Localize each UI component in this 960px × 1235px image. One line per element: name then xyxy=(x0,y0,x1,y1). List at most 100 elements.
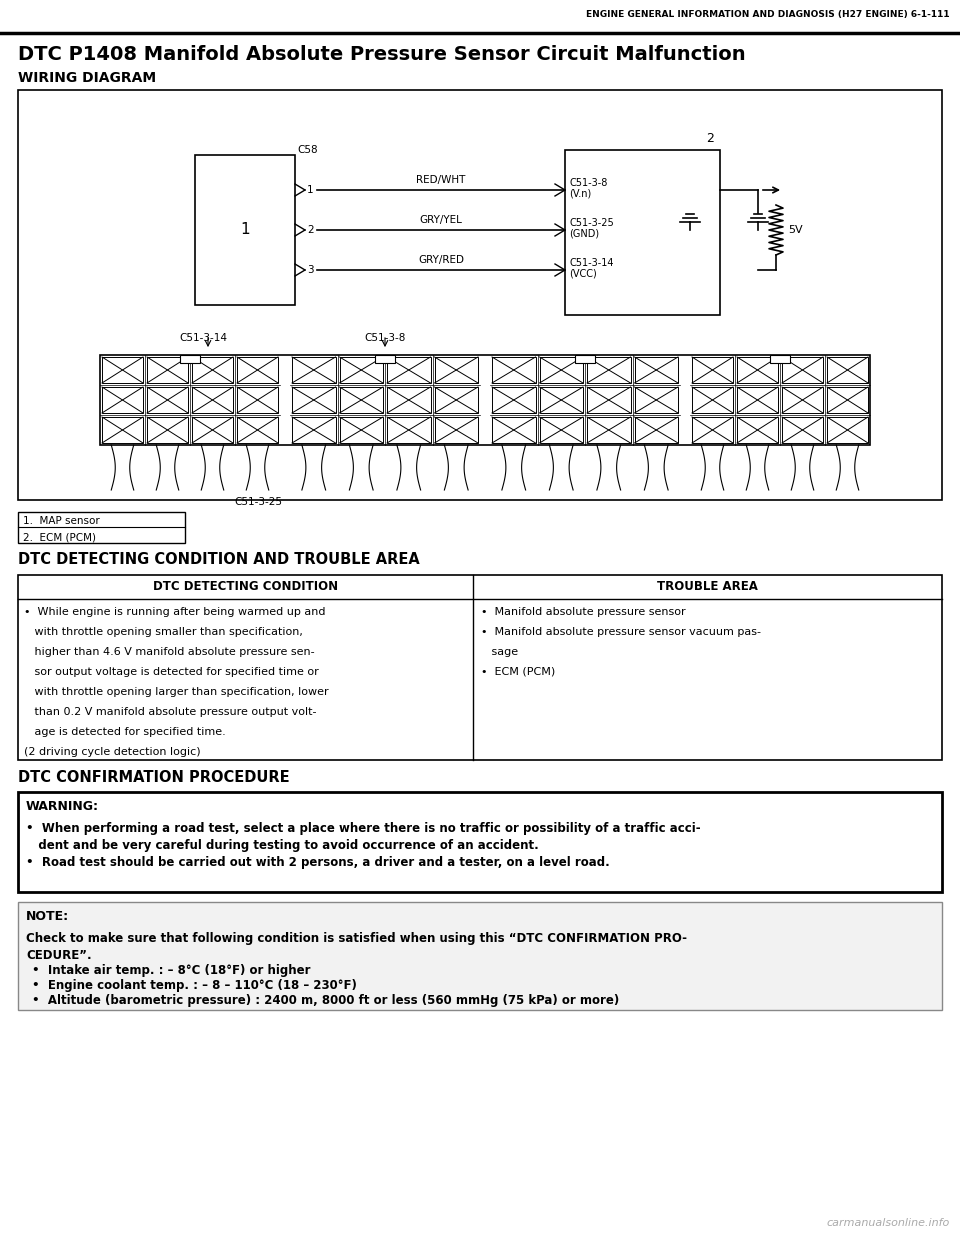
Text: DTC CONFIRMATION PROCEDURE: DTC CONFIRMATION PROCEDURE xyxy=(18,771,290,785)
Bar xyxy=(340,417,383,443)
Bar xyxy=(387,417,430,443)
Bar xyxy=(387,357,430,383)
Text: •  Engine coolant temp. : – 8 – 110°C (18 – 230°F): • Engine coolant temp. : – 8 – 110°C (18… xyxy=(32,979,357,992)
Bar xyxy=(635,387,678,412)
Bar xyxy=(737,387,778,412)
Bar xyxy=(387,387,430,412)
Bar xyxy=(192,387,233,412)
Text: C51-3-25: C51-3-25 xyxy=(569,219,613,228)
Text: with throttle opening smaller than specification,: with throttle opening smaller than speci… xyxy=(24,627,302,637)
Text: 1: 1 xyxy=(307,185,314,195)
Text: (GND): (GND) xyxy=(569,228,599,238)
Text: 2: 2 xyxy=(706,131,714,144)
Text: 1: 1 xyxy=(240,222,250,237)
Bar xyxy=(587,387,631,412)
Text: WIRING DIAGRAM: WIRING DIAGRAM xyxy=(18,70,156,85)
Bar xyxy=(492,357,536,383)
Bar xyxy=(147,417,188,443)
Text: than 0.2 V manifold absolute pressure output volt-: than 0.2 V manifold absolute pressure ou… xyxy=(24,706,317,718)
Bar xyxy=(540,417,583,443)
Bar xyxy=(575,354,595,363)
Bar xyxy=(100,354,870,445)
Text: 5V: 5V xyxy=(788,225,803,235)
Text: DTC DETECTING CONDITION: DTC DETECTING CONDITION xyxy=(153,580,338,594)
Text: ENGINE GENERAL INFORMATION AND DIAGNOSIS (H27 ENGINE) 6-1-111: ENGINE GENERAL INFORMATION AND DIAGNOSIS… xyxy=(587,10,950,19)
Bar xyxy=(565,149,720,315)
Bar xyxy=(340,357,383,383)
Text: C51-3-25: C51-3-25 xyxy=(234,496,282,508)
Bar xyxy=(102,357,143,383)
Text: sor output voltage is detected for specified time or: sor output voltage is detected for speci… xyxy=(24,667,319,677)
Bar xyxy=(18,792,942,892)
Text: •  ECM (PCM): • ECM (PCM) xyxy=(481,667,555,677)
Bar xyxy=(192,417,233,443)
Text: •  Road test should be carried out with 2 persons, a driver and a tester, on a l: • Road test should be carried out with 2… xyxy=(26,856,610,869)
Text: 1.  MAP sensor: 1. MAP sensor xyxy=(23,516,100,526)
Text: Check to make sure that following condition is satisfied when using this “DTC CO: Check to make sure that following condit… xyxy=(26,932,687,945)
Text: NOTE:: NOTE: xyxy=(26,909,69,923)
Bar xyxy=(435,417,478,443)
Bar xyxy=(435,387,478,412)
Text: DTC DETECTING CONDITION AND TROUBLE AREA: DTC DETECTING CONDITION AND TROUBLE AREA xyxy=(18,552,420,568)
Bar xyxy=(692,387,733,412)
Bar xyxy=(192,357,233,383)
Text: •  Manifold absolute pressure sensor vacuum pas-: • Manifold absolute pressure sensor vacu… xyxy=(481,627,761,637)
Bar xyxy=(435,357,478,383)
Text: •  Altitude (barometric pressure) : 2400 m, 8000 ft or less (560 mmHg (75 kPa) o: • Altitude (barometric pressure) : 2400 … xyxy=(32,994,619,1007)
Bar xyxy=(737,417,778,443)
Bar xyxy=(292,417,335,443)
Bar xyxy=(483,354,490,445)
Text: (2 driving cycle detection logic): (2 driving cycle detection logic) xyxy=(24,747,201,757)
Text: 2: 2 xyxy=(307,225,314,235)
Text: age is detected for specified time.: age is detected for specified time. xyxy=(24,727,226,737)
Bar xyxy=(737,357,778,383)
Bar xyxy=(492,417,536,443)
Text: WARNING:: WARNING: xyxy=(26,799,99,813)
Bar xyxy=(587,417,631,443)
Bar xyxy=(692,417,733,443)
Bar xyxy=(102,387,143,412)
Bar xyxy=(770,354,790,363)
Bar xyxy=(18,513,185,543)
Bar xyxy=(827,387,868,412)
Text: DTC P1408 Manifold Absolute Pressure Sensor Circuit Malfunction: DTC P1408 Manifold Absolute Pressure Sen… xyxy=(18,46,746,64)
Bar xyxy=(283,354,290,445)
Text: higher than 4.6 V manifold absolute pressure sen-: higher than 4.6 V manifold absolute pres… xyxy=(24,647,315,657)
Bar xyxy=(587,357,631,383)
Text: C51-3-14: C51-3-14 xyxy=(569,258,613,268)
Bar xyxy=(827,417,868,443)
Bar xyxy=(180,354,200,363)
Bar xyxy=(237,357,278,383)
Text: RED/WHT: RED/WHT xyxy=(417,175,466,185)
Bar xyxy=(147,357,188,383)
Text: 2.  ECM (PCM): 2. ECM (PCM) xyxy=(23,532,96,542)
Bar xyxy=(540,387,583,412)
Text: (V.n): (V.n) xyxy=(569,188,591,198)
Bar xyxy=(692,357,733,383)
Text: with throttle opening larger than specification, lower: with throttle opening larger than specif… xyxy=(24,687,328,697)
Bar xyxy=(147,387,188,412)
Text: dent and be very careful during testing to avoid occurrence of an accident.: dent and be very careful during testing … xyxy=(26,839,539,852)
Text: C58: C58 xyxy=(297,144,318,156)
Text: •  Intake air temp. : – 8°C (18°F) or higher: • Intake air temp. : – 8°C (18°F) or hig… xyxy=(32,965,310,977)
Bar xyxy=(782,357,823,383)
Bar xyxy=(195,156,295,305)
Bar xyxy=(237,417,278,443)
Bar xyxy=(18,576,942,599)
Bar xyxy=(340,387,383,412)
Text: CEDURE”.: CEDURE”. xyxy=(26,948,91,962)
Text: GRY/RED: GRY/RED xyxy=(418,254,464,266)
Bar xyxy=(540,357,583,383)
Bar xyxy=(782,417,823,443)
Text: (VCC): (VCC) xyxy=(569,268,597,278)
Bar xyxy=(683,354,690,445)
Text: •  While engine is running after being warmed up and: • While engine is running after being wa… xyxy=(24,606,325,618)
Bar xyxy=(492,387,536,412)
Bar xyxy=(237,387,278,412)
Text: C51-3-8: C51-3-8 xyxy=(569,178,608,188)
Text: 3: 3 xyxy=(307,266,314,275)
Bar xyxy=(18,902,942,1010)
Text: carmanualsonline.info: carmanualsonline.info xyxy=(827,1218,950,1228)
Bar xyxy=(292,387,335,412)
Bar xyxy=(827,357,868,383)
